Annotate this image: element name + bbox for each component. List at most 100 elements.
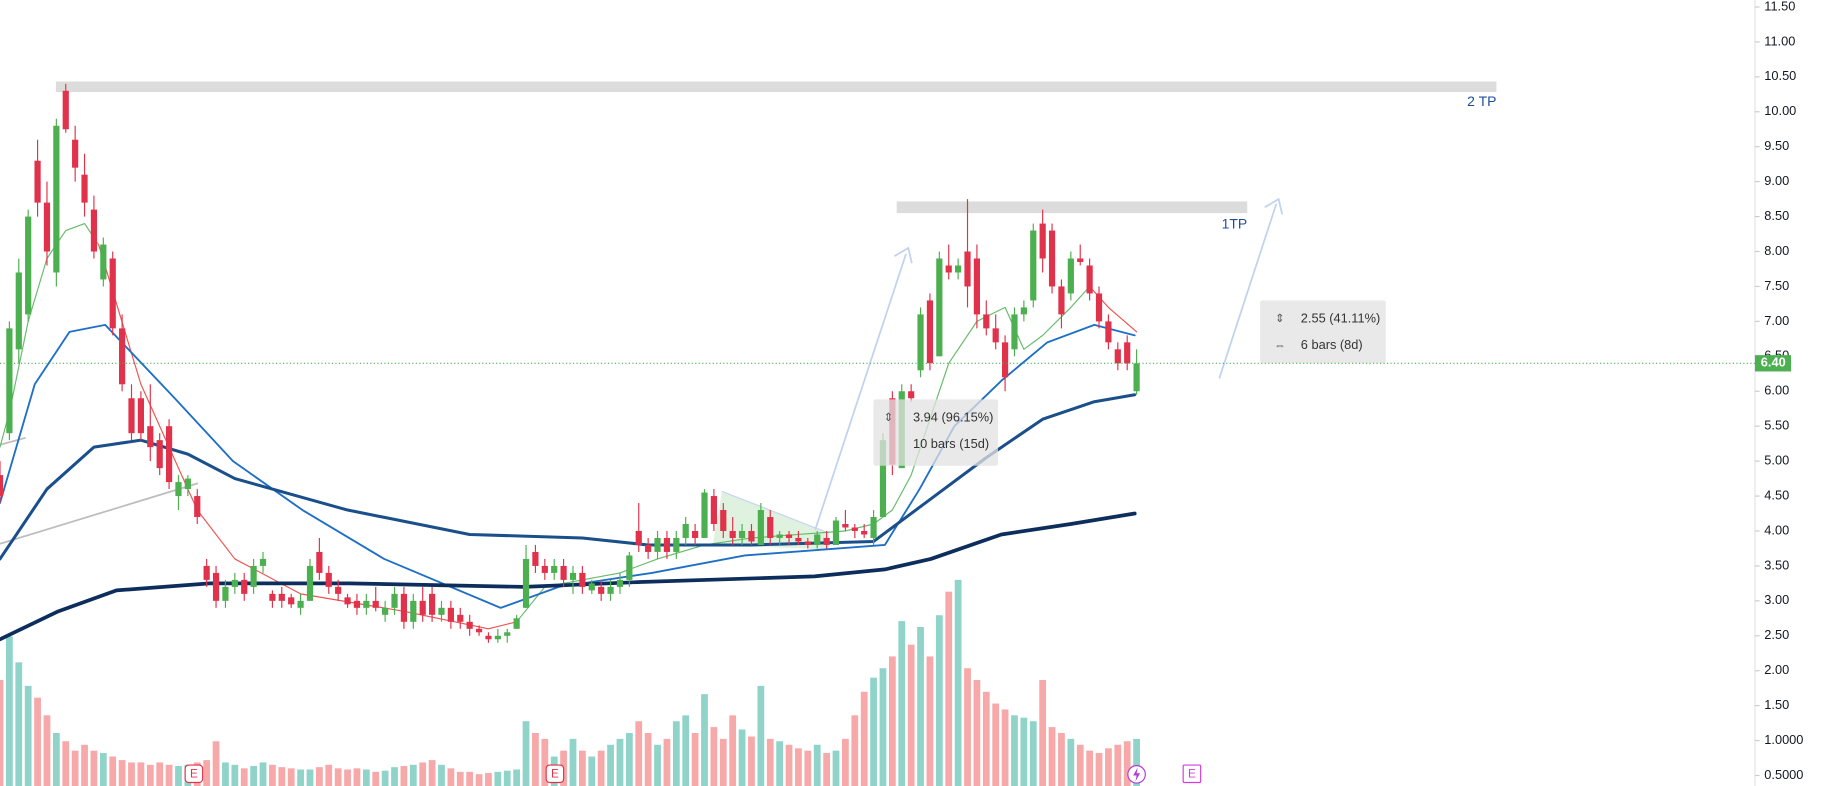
candle-body	[1095, 293, 1103, 322]
y-tick-label: 7.00	[1764, 313, 1789, 328]
volume-bar	[813, 744, 821, 786]
volume-bar	[907, 644, 915, 786]
y-tick-label: 5.50	[1764, 418, 1789, 433]
candle-body	[513, 618, 520, 629]
arrow-head	[1264, 197, 1284, 215]
candle-body	[0, 475, 4, 497]
y-tick-label: 10.00	[1764, 103, 1796, 118]
candle-body	[372, 600, 379, 608]
candle-body	[598, 586, 605, 594]
candle-body	[917, 314, 924, 371]
pattern-line[interactable]	[721, 490, 830, 534]
earnings-marker[interactable]	[545, 764, 565, 784]
earnings-marker[interactable]	[1182, 764, 1202, 784]
candle-body	[588, 583, 595, 591]
volume-bar	[644, 733, 652, 786]
volume-bar	[71, 750, 79, 786]
volume-bar	[513, 769, 521, 786]
candle-body	[879, 440, 887, 518]
volume-bar	[870, 677, 877, 786]
y-tick-label: 4.50	[1764, 487, 1789, 502]
candle-body	[983, 314, 990, 329]
candle-body	[776, 534, 783, 538]
volume-bar	[616, 738, 624, 786]
candle-body	[1105, 321, 1112, 343]
candle-body	[654, 537, 661, 552]
volume-bar	[250, 765, 258, 786]
measure-box[interactable]	[1260, 300, 1386, 364]
volume-bar	[156, 762, 164, 786]
volume-bar	[381, 770, 389, 786]
earnings-label: E	[190, 767, 198, 780]
volume-bar	[315, 767, 323, 786]
volume-bar	[447, 768, 455, 786]
moving-average	[0, 511, 1137, 642]
candle-body	[973, 258, 981, 315]
volume-bar	[400, 765, 408, 786]
candle-body	[250, 565, 257, 587]
volume-bar	[532, 733, 539, 786]
candle-body	[212, 572, 220, 601]
volume-bar	[503, 770, 511, 786]
volume-bar	[926, 656, 934, 786]
volume-bar	[804, 750, 812, 786]
volume-bar	[128, 762, 135, 786]
y-tick-label: 11.00	[1764, 33, 1795, 48]
candle-body	[955, 265, 962, 273]
candle-body	[466, 621, 473, 629]
candle-body	[147, 426, 154, 448]
volume-bar	[1105, 748, 1112, 786]
volume-bar	[344, 769, 351, 786]
volume-bar	[766, 738, 774, 786]
projection-arrow[interactable]	[1218, 203, 1278, 379]
candle-body	[945, 265, 952, 273]
candle-body	[720, 510, 727, 531]
candle-body	[475, 628, 483, 633]
volume-bar	[456, 771, 464, 786]
candle-body	[410, 600, 417, 622]
candle-body	[297, 600, 304, 608]
volume-bar	[1020, 717, 1028, 786]
volume-bar	[898, 621, 906, 786]
earnings-marker[interactable]	[184, 764, 204, 784]
candle-body	[645, 544, 652, 552]
y-tick-label: 1.50	[1764, 697, 1789, 712]
volume-bar	[99, 753, 107, 786]
candle-body	[156, 440, 163, 469]
y-tick-label: 11.50	[1764, 0, 1795, 13]
volume-bar	[475, 774, 483, 786]
candle-body	[1058, 286, 1065, 315]
target-zone[interactable]	[55, 81, 1497, 92]
volume-bar	[719, 738, 727, 786]
candle-body	[419, 600, 426, 615]
volume-bar	[0, 680, 4, 786]
candle-body	[616, 579, 624, 587]
target-zone[interactable]	[896, 201, 1248, 214]
candle-body	[335, 586, 342, 594]
candle-body	[391, 593, 398, 608]
candle-body	[1077, 258, 1084, 262]
volume-bar	[1095, 753, 1103, 786]
candle-body	[269, 593, 276, 601]
candle-body	[1030, 230, 1037, 301]
volume-bar	[137, 762, 145, 786]
volume-bar	[1029, 721, 1037, 786]
candle-body	[926, 300, 934, 364]
trend-line[interactable]	[0, 436, 26, 446]
projection-arrow[interactable]	[814, 253, 907, 531]
volume-bar	[954, 579, 962, 786]
volume-bar	[1133, 738, 1140, 786]
volume-bar	[588, 756, 596, 786]
candle-body	[259, 558, 267, 566]
volume-bar	[992, 703, 1000, 786]
volume-bar	[785, 744, 793, 786]
candle-body	[494, 635, 501, 640]
y-tick-label: 8.00	[1764, 243, 1789, 258]
volume-bar	[729, 715, 737, 786]
trend-line[interactable]	[0, 482, 199, 545]
candle-body	[823, 537, 830, 545]
measure-box[interactable]	[873, 399, 999, 466]
volume-bar	[118, 760, 126, 786]
volume-bar	[1048, 727, 1056, 786]
